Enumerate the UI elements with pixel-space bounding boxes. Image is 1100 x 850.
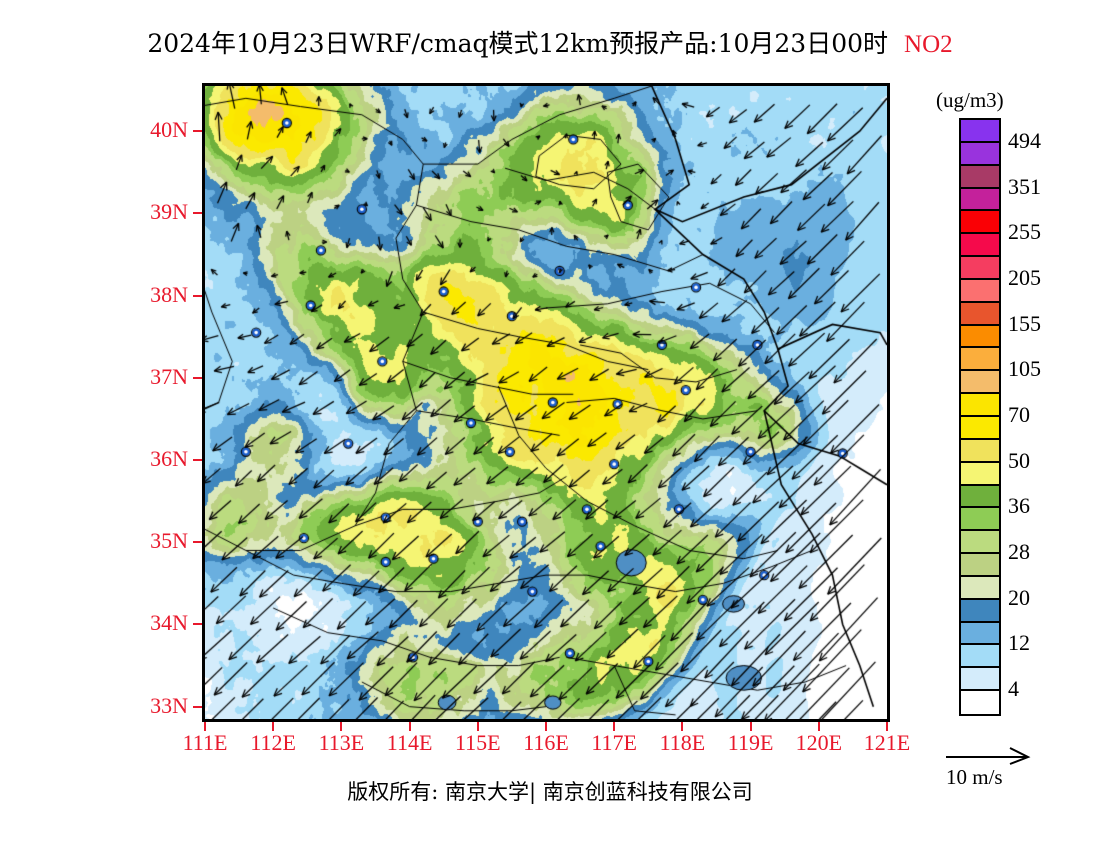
x-axis-tick xyxy=(340,722,343,731)
y-axis-label: 38N xyxy=(150,281,188,307)
colorbar-band xyxy=(961,302,999,326)
x-axis-label: 111E xyxy=(182,730,228,755)
x-axis-label: 118E xyxy=(659,730,706,755)
x-axis-tick xyxy=(749,722,752,731)
colorbar-tick-label: 28 xyxy=(1008,539,1030,565)
colorbar-band xyxy=(961,691,999,714)
x-axis-tick xyxy=(545,722,547,731)
colorbar-band xyxy=(961,462,999,486)
x-axis-label: 120E xyxy=(795,730,843,755)
x-axis-tick xyxy=(817,722,820,731)
page-title: 2024年10月23日WRF/cmaq模式12km预报产品:10月23日00时 N… xyxy=(0,24,1100,60)
x-axis-tick xyxy=(272,722,275,731)
colorbar-band xyxy=(961,234,999,258)
y-axis-tick xyxy=(193,294,202,297)
x-axis-tick xyxy=(204,722,206,731)
x-axis-label: 119E xyxy=(727,730,774,755)
x-axis-tick xyxy=(613,722,616,731)
x-axis-label: 116E xyxy=(523,730,569,755)
colorbar-tick-label: 4 xyxy=(1008,676,1019,702)
y-axis-label: 37N xyxy=(150,363,188,389)
colorbar-tick-label: 205 xyxy=(1008,264,1041,290)
colorbar-tick-label: 351 xyxy=(1008,173,1041,199)
copyright-footer: 版权所有: 南京大学| 南京创蓝科技有限公司 xyxy=(347,780,753,804)
y-axis-label: 35N xyxy=(150,528,188,554)
colorbar-tick-label: 36 xyxy=(1008,493,1030,519)
wind-scale-label: 10 m/s xyxy=(946,765,1003,789)
colorbar-band xyxy=(961,348,999,372)
x-axis-tick xyxy=(476,722,479,731)
colorbar-band xyxy=(961,485,999,509)
x-axis-tick xyxy=(681,722,684,731)
colorbar-band xyxy=(961,576,999,600)
colorbar-tick-label: 255 xyxy=(1008,219,1041,245)
colorbar-tick-label: 155 xyxy=(1008,310,1041,336)
colorbar-band xyxy=(961,211,999,235)
colorbar-unit-label: (ug/m3) xyxy=(936,88,1004,112)
colorbar-band xyxy=(961,599,999,623)
colorbar-band xyxy=(961,416,999,440)
x-axis-label: 115E xyxy=(454,730,501,755)
colorbar-band xyxy=(961,668,999,692)
y-axis-label: 39N xyxy=(150,199,188,225)
colorbar-band xyxy=(961,120,999,143)
colorbar-band xyxy=(961,371,999,395)
x-axis-label: 121E xyxy=(863,730,911,755)
colorbar-tick-label: 70 xyxy=(1008,402,1030,427)
y-axis-tick xyxy=(193,541,202,544)
colorbar-band xyxy=(961,554,999,577)
x-axis-label: 114E xyxy=(386,730,433,755)
colorbar-band xyxy=(961,394,999,417)
y-axis-tick xyxy=(193,376,202,379)
wind-scale-key: 10 m/s xyxy=(940,745,1090,800)
colorbar-band xyxy=(961,531,999,555)
map-panel[interactable] xyxy=(202,83,890,722)
wind-scale-arrow-icon xyxy=(946,747,1031,765)
y-axis-tick xyxy=(193,130,202,133)
title-main-text: 2024年10月23日WRF/cmaq模式12km预报产品:10月23日00时 xyxy=(147,29,889,58)
x-axis-tick xyxy=(886,722,888,731)
y-axis-tick xyxy=(193,212,202,215)
colorbar-band xyxy=(961,325,999,349)
y-axis-tick xyxy=(193,459,202,462)
colorbar-tick-label: 50 xyxy=(1008,447,1030,473)
colorbar-band xyxy=(961,508,999,532)
colorbar-band xyxy=(961,645,999,669)
y-axis-label: 40N xyxy=(150,117,188,143)
y-axis-label: 33N xyxy=(150,692,188,718)
colorbar-band xyxy=(961,257,999,280)
colorbar-tick-label: 494 xyxy=(1008,127,1041,153)
colorbar-tick-label: 20 xyxy=(1008,584,1030,610)
y-axis-tick xyxy=(193,705,202,708)
colorbar[interactable] xyxy=(959,118,1001,716)
colorbar-band xyxy=(961,188,999,212)
x-axis-label: 112E xyxy=(250,730,296,755)
colorbar-tick-label: 12 xyxy=(1008,630,1030,656)
concentration-field-canvas xyxy=(205,86,887,719)
y-axis-tick xyxy=(193,623,202,626)
x-axis-tick xyxy=(408,722,411,731)
colorbar-band xyxy=(961,165,999,189)
y-axis-label: 34N xyxy=(150,610,188,636)
x-axis-label: 113E xyxy=(318,730,365,755)
colorbar-band xyxy=(961,622,999,646)
colorbar-band xyxy=(961,279,999,303)
title-species-label: NO2 xyxy=(904,31,953,58)
colorbar-band xyxy=(961,439,999,463)
y-axis-label: 36N xyxy=(150,446,188,472)
colorbar-tick-label: 105 xyxy=(1008,356,1041,382)
x-axis-label: 117E xyxy=(591,730,637,755)
colorbar-band xyxy=(961,142,999,166)
